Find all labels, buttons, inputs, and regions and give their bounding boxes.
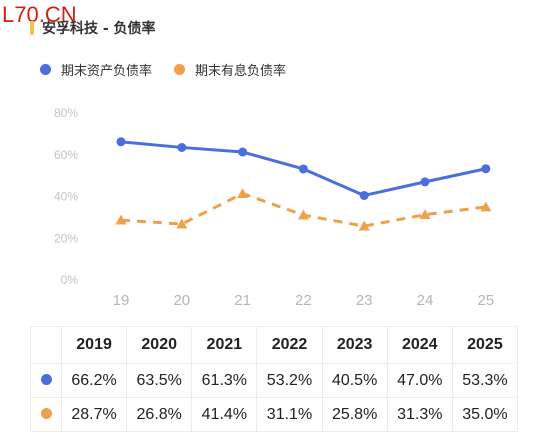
table-row-interest: 28.7% 26.8% 41.4% 31.1% 25.8% 31.3% 35.0… [30, 397, 519, 432]
data-point-0 [359, 190, 369, 200]
table-cell: 31.3% [386, 397, 453, 432]
data-point-1 [358, 220, 370, 231]
y-tick-label: 40% [54, 190, 78, 204]
table-row-asset: 66.2% 63.5% 61.3% 53.2% 40.5% 47.0% 53.3… [30, 363, 519, 398]
legend-label-interest: 期末有息负债率 [195, 64, 287, 79]
legend-marker-interest [174, 64, 186, 75]
watermark-logo: L70.CN [2, 2, 77, 27]
table-cell: 35.0% [451, 397, 519, 432]
data-point-1 [115, 214, 127, 225]
data-point-1 [419, 209, 431, 220]
data-table: 2019 2020 2021 2022 2023 2024 2025 66.2%… [30, 326, 519, 432]
x-tick-label: 24 [417, 292, 434, 309]
table-header-year: 2022 [256, 326, 323, 364]
legend-marker-asset [40, 64, 51, 75]
line-chart: 0% 20% 40% 60% 80% 19 20 21 22 23 24 25 [54, 106, 494, 309]
row-marker-interest [40, 407, 52, 419]
x-tick-label: 22 [295, 292, 312, 309]
x-tick-label: 19 [113, 292, 130, 309]
table-cell: 47.0% [386, 363, 453, 398]
table-cell: 61.3% [191, 363, 258, 398]
data-point-0 [116, 137, 126, 147]
legend-item-asset[interactable]: 期末资产负债率 [40, 60, 152, 79]
table-header-year: 2023 [321, 326, 388, 364]
table-corner-cell [30, 326, 62, 364]
table-cell: 31.1% [256, 397, 323, 432]
y-tick-label: 0% [61, 273, 79, 287]
table-cell: 26.8% [126, 397, 193, 432]
data-point-1 [480, 201, 492, 212]
data-point-1 [176, 218, 188, 229]
table-cell: 40.5% [321, 363, 388, 398]
table-header-year: 2024 [386, 326, 453, 364]
title-accent-bar [30, 21, 34, 35]
table-header-year: 2019 [60, 326, 128, 364]
data-point-0 [298, 164, 308, 174]
data-point-0 [177, 142, 187, 152]
table-cell: 66.2% [60, 363, 128, 398]
table-header-year: 2021 [191, 326, 258, 364]
row-marker-asset [40, 373, 52, 385]
x-tick-label: 23 [356, 292, 373, 309]
table-cell: 25.8% [321, 397, 388, 432]
table-cell: 53.2% [256, 363, 323, 398]
table-cell: 28.7% [60, 397, 128, 432]
x-tick-label: 20 [173, 292, 190, 309]
data-point-0 [238, 147, 248, 157]
table-header-year: 2025 [451, 326, 519, 364]
legend: 期末资产负债率 期末有息负债率 [40, 60, 308, 79]
legend-label-asset: 期末资产负债率 [61, 64, 153, 79]
legend-item-interest[interactable]: 期末有息负债率 [174, 60, 286, 79]
row-marker-cell [30, 397, 62, 432]
table-cell: 63.5% [126, 363, 193, 398]
x-tick-label: 25 [477, 292, 494, 309]
y-tick-label: 60% [54, 148, 78, 162]
x-tick-label: 21 [234, 292, 251, 309]
table-cell: 41.4% [191, 397, 258, 432]
row-marker-cell [30, 363, 62, 398]
data-point-1 [297, 209, 309, 220]
data-point-0 [481, 164, 491, 174]
chart-header: 安孚科技 - 负债率 [30, 18, 156, 38]
y-tick-label: 80% [54, 106, 78, 120]
y-tick-label: 20% [54, 231, 78, 245]
chart-title: 安孚科技 - 负债率 [42, 21, 156, 37]
table-header-year: 2020 [126, 326, 193, 364]
data-point-0 [420, 177, 430, 187]
table-header-row: 2019 2020 2021 2022 2023 2024 2025 [30, 326, 519, 364]
table-cell: 53.3% [451, 363, 519, 398]
data-point-1 [237, 188, 249, 198]
